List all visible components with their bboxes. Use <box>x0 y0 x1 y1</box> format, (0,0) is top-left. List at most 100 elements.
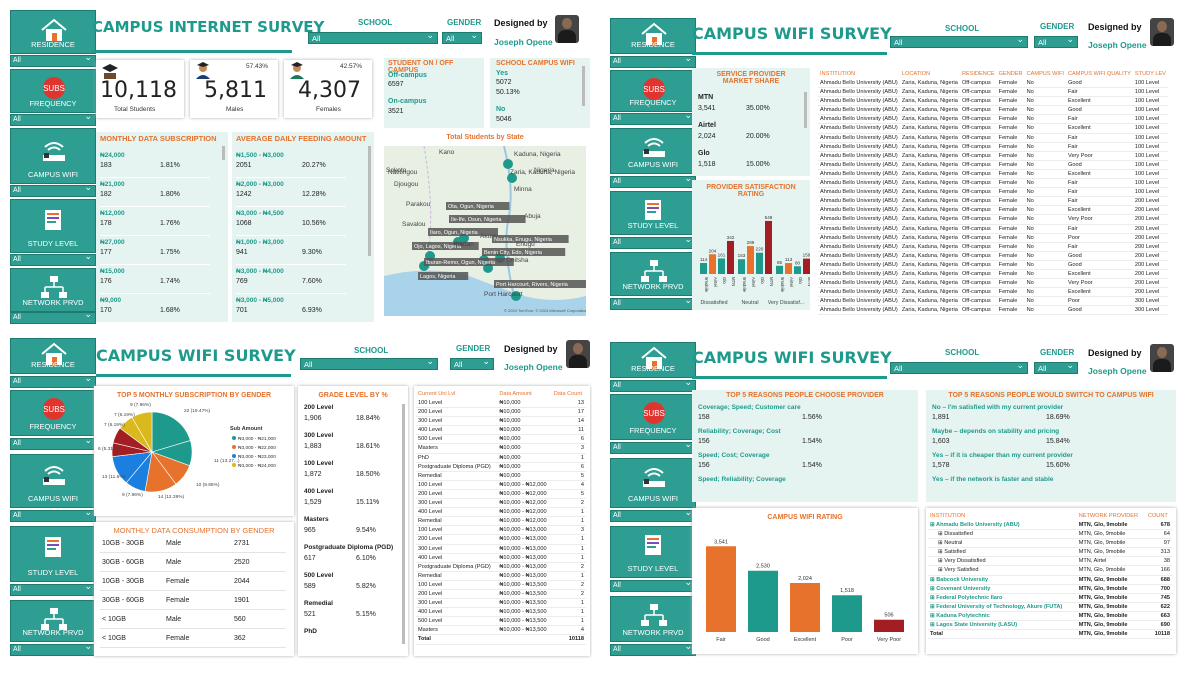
gender-filter[interactable]: All <box>1034 33 1078 48</box>
table-row[interactable]: Ahmadu Bello University (ABU) Zaria, Kadu… <box>818 169 1168 180</box>
nav-residence-select[interactable]: All <box>10 52 96 67</box>
rating-bar[interactable] <box>832 595 862 632</box>
table-row[interactable]: 100 Level ₦10,000 - ₦12,000 4 <box>416 480 586 490</box>
table-row[interactable]: ⊞ Kaduna Polytechnic MTN, Glo, 9mobile 663 <box>928 611 1172 622</box>
table-row[interactable]: 100 Level ₦10,000 - ₦13,500 2 <box>416 580 586 590</box>
nav-study-select[interactable]: All <box>610 577 696 592</box>
nav-residence-button[interactable]: RESIDENCE <box>10 338 96 374</box>
nav-wifi-select[interactable]: All <box>10 507 96 522</box>
nav-residence-button[interactable]: RESIDENCE <box>610 342 696 378</box>
table-row[interactable]: 300 Level ₦10,000 14 <box>416 416 586 427</box>
nav-frequency-select[interactable]: All <box>610 439 696 454</box>
data-amount-table[interactable]: Current Uni Lvl Data Amount Data Count 100 … <box>416 390 586 645</box>
scrollbar[interactable] <box>222 146 225 160</box>
nav-study-select[interactable]: All <box>10 251 96 266</box>
table-row[interactable]: Postgraduate Diploma (PGD) ₦10,000 6 <box>416 462 586 472</box>
column-header[interactable]: CAMPUS WIFI <box>1026 71 1064 77</box>
nav-frequency-select[interactable]: All <box>10 111 96 126</box>
nav-frequency-button[interactable]: SUBS FREQUENCY <box>610 394 696 440</box>
nav-study-select[interactable]: All <box>10 581 96 596</box>
nav-study-button[interactable]: STUDY LEVEL <box>10 526 96 582</box>
table-row[interactable]: Ahmadu Bello University (ABU) Zaria, Kadu… <box>818 160 1168 170</box>
nav-wifi-button[interactable]: CAMPUS WIFI <box>10 128 96 184</box>
satisfaction-bar[interactable] <box>738 259 745 274</box>
nav-frequency-select[interactable]: All <box>610 110 696 125</box>
nav-residence-select[interactable]: All <box>610 53 696 68</box>
column-header[interactable]: NETWORK PROVIDER <box>1078 513 1139 519</box>
table-row[interactable]: Ahmadu Bello University (ABU) Zaria, Kadu… <box>818 196 1168 207</box>
rating-bar[interactable] <box>706 546 736 632</box>
table-row[interactable]: Ahmadu Bello University (ABU) Zaria, Kadu… <box>818 251 1168 261</box>
gender-filter[interactable]: All <box>1034 359 1078 374</box>
table-row[interactable]: PhD ₦10,000 1 <box>416 453 586 463</box>
table-row[interactable]: ⊞ Covenant University MTN, Glo, 9mobile 70… <box>928 584 1172 594</box>
table-row[interactable]: Ahmadu Bello University (ABU) Zaria, Kadu… <box>818 123 1168 134</box>
table-row[interactable]: 500 Level ₦10,000 6 <box>416 434 586 445</box>
table-row[interactable]: ⊞ Babcock University MTN, Glo, 9mobile 688 <box>928 575 1172 585</box>
nav-wifi-select[interactable]: All <box>610 173 696 188</box>
table-row[interactable]: 300 Level ₦10,000 - ₦13,000 1 <box>416 544 586 554</box>
satisfaction-bar[interactable] <box>756 252 763 274</box>
table-row[interactable]: Ahmadu Bello University (ABU) Zaria, Kadu… <box>818 178 1168 189</box>
satisfaction-bar[interactable] <box>709 254 716 274</box>
table-row[interactable]: ⊞ Dissatisfied MTN, Glo, 9mobile 64 <box>928 529 1172 540</box>
legend-label[interactable]: ₦3,000 - ₦23,000 <box>238 454 276 460</box>
nav-residence-button[interactable]: RESIDENCE <box>10 10 96 54</box>
nav-network-button[interactable]: NETWORK PRVD <box>10 600 96 642</box>
table-row[interactable]: 300 Level ₦10,000 - ₦12,000 2 <box>416 498 586 509</box>
scrollbar[interactable] <box>402 404 405 644</box>
table-row[interactable]: Ahmadu Bello University (ABU) Zaria, Kadu… <box>818 114 1168 125</box>
table-row[interactable]: Ahmadu Bello University (ABU) Zaria, Kadu… <box>818 105 1168 116</box>
map-bubble[interactable] <box>511 291 521 301</box>
column-header[interactable]: COUNT <box>1147 513 1168 519</box>
nav-network-button[interactable]: NETWORK PRVD <box>10 268 96 312</box>
nav-study-button[interactable]: STUDY LEVEL <box>10 199 96 253</box>
table-row[interactable]: Ahmadu Bello University (ABU) Zaria, Kadu… <box>818 205 1168 216</box>
table-row[interactable]: Ahmadu Bello University (ABU) Zaria, Kadu… <box>818 269 1168 280</box>
map-bubble[interactable] <box>503 159 513 169</box>
nav-frequency-select[interactable]: All <box>10 435 96 450</box>
table-row[interactable]: Ahmadu Bello University (ABU) Zaria, Kadu… <box>818 224 1168 234</box>
column-header[interactable]: INSTITUTION <box>930 513 966 519</box>
table-row[interactable]: 200 Level ₦10,000 - ₦12,000 5 <box>416 489 586 500</box>
column-header[interactable]: RESIDENCE <box>961 71 995 77</box>
nav-residence-select[interactable]: All <box>610 377 696 392</box>
nav-network-button[interactable]: NETWORK PRVD <box>610 596 696 642</box>
pie-slice[interactable] <box>151 411 191 453</box>
table-row[interactable]: ⊞ Lagos State University (LASU) MTN, Glo,… <box>928 620 1172 631</box>
satisfaction-bar[interactable] <box>747 246 754 274</box>
students-by-state-map[interactable]: Kano Kaduna, Nigeria Zaria, Kaduna, Nigeri… <box>384 146 586 316</box>
table-row[interactable]: ⊞ Federal Polytechnic Ilaro MTN, Glo, 9mo… <box>928 593 1172 603</box>
nav-frequency-button[interactable]: SUBS FREQUENCY <box>10 390 96 436</box>
school-filter[interactable]: All <box>300 355 438 370</box>
legend-label[interactable]: ₦3,000 - ₦24,000 <box>238 463 276 469</box>
map-bubble[interactable] <box>507 173 517 183</box>
nav-network-select[interactable]: All <box>10 309 96 324</box>
gender-filter[interactable]: All <box>442 29 482 44</box>
nav-wifi-select[interactable]: All <box>10 182 96 197</box>
column-header[interactable]: INSTITUTION <box>820 71 856 77</box>
table-row[interactable]: 300 Level ₦10,000 - ₦13,500 1 <box>416 598 586 609</box>
column-header[interactable]: GENDER <box>998 71 1023 77</box>
nav-wifi-button[interactable]: CAMPUS WIFI <box>610 128 696 174</box>
column-header[interactable]: LOCATION <box>901 71 931 77</box>
table-row[interactable]: 400 Level ₦10,000 - ₦12,000 1 <box>416 507 586 518</box>
table-row[interactable]: 100 Level ₦10,000 - ₦13,000 3 <box>416 525 586 536</box>
nav-residence-select[interactable]: All <box>10 373 96 388</box>
table-row[interactable]: Ahmadu Bello University (ABU) Zaria, Kadu… <box>818 260 1168 270</box>
table-row[interactable]: Postgraduate Diploma (PGD) ₦10,000 - ₦13,… <box>416 562 586 572</box>
rating-bar[interactable] <box>790 582 820 632</box>
table-row[interactable]: Ahmadu Bello University (ABU) Zaria, Kadu… <box>818 79 1168 89</box>
table-row[interactable]: 200 Level ₦10,000 - ₦13,500 2 <box>416 589 586 600</box>
table-row[interactable]: Ahmadu Bello University (ABU) Zaria, Kadu… <box>818 142 1168 152</box>
rating-bar[interactable] <box>748 570 778 632</box>
nav-study-select[interactable]: All <box>610 234 696 249</box>
column-header[interactable]: CAMPUS WIFI QUALITY <box>1068 71 1131 77</box>
nav-residence-button[interactable]: RESIDENCE <box>610 18 696 54</box>
table-row[interactable]: 400 Level ₦10,000 - ₦13,000 1 <box>416 553 586 563</box>
school-filter[interactable]: All <box>890 33 1028 48</box>
satisfaction-bar[interactable] <box>727 240 734 274</box>
nav-network-select[interactable]: All <box>10 641 96 656</box>
nav-network-select[interactable]: All <box>610 641 696 656</box>
nav-network-button[interactable]: NETWORK PRVD <box>610 252 696 296</box>
